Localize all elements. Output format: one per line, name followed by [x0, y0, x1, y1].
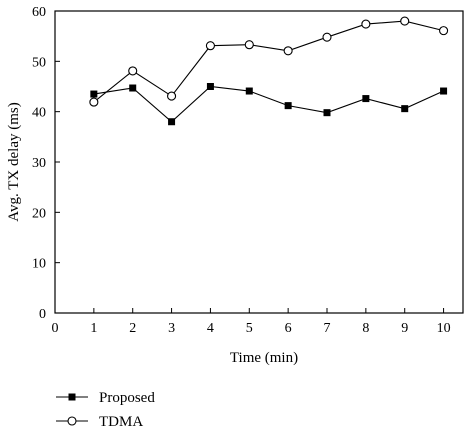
x-tick-label: 1 [90, 321, 97, 336]
data-point-tdma [439, 26, 449, 36]
y-tick-label: 60 [32, 5, 46, 20]
series-line-tdma [93, 20, 444, 103]
legend: Proposed TDMA [56, 390, 155, 430]
legend-marker [68, 393, 76, 401]
y-tick-label: 50 [32, 55, 46, 70]
y-tick-label: 20 [32, 206, 46, 221]
data-point-tdma [167, 91, 177, 101]
x-tick-label: 2 [129, 321, 136, 336]
data-point-proposed [245, 87, 253, 95]
x-tick-label: 4 [207, 321, 214, 336]
x-tick-label: 0 [52, 321, 59, 336]
data-point-proposed [284, 102, 292, 110]
series-tdma [89, 16, 449, 107]
data-point-proposed [323, 109, 331, 117]
y-tick-label: 30 [32, 156, 46, 171]
legend-item-tdma: TDMA [56, 414, 143, 430]
data-point-tdma [361, 19, 371, 29]
data-point-proposed [168, 118, 176, 126]
x-tick-label: 6 [285, 321, 292, 336]
data-point-proposed [129, 84, 137, 92]
data-point-tdma [283, 46, 293, 56]
data-point-tdma [205, 41, 215, 51]
legend-marker [67, 416, 77, 426]
x-tick-label: 7 [324, 321, 331, 336]
y-tick-label: 0 [39, 307, 46, 322]
y-tick-label: 40 [32, 106, 46, 121]
data-point-tdma [244, 40, 254, 50]
legend-item-proposed: Proposed [56, 390, 155, 406]
x-tick-label: 8 [362, 321, 369, 336]
series-proposed [90, 83, 448, 126]
data-point-proposed [90, 90, 98, 98]
legend-label: TDMA [99, 414, 143, 430]
x-tick-label: 5 [246, 321, 253, 336]
x-tick-label: 10 [437, 321, 451, 336]
legend-label: Proposed [99, 390, 155, 406]
data-point-tdma [400, 16, 410, 26]
data-point-tdma [322, 32, 332, 42]
plot-area-frame [54, 10, 464, 314]
x-tick-label: 3 [168, 321, 175, 336]
data-point-tdma [89, 97, 99, 107]
y-tick-label: 10 [32, 257, 46, 272]
x-tick-label: 9 [401, 321, 408, 336]
series-line-proposed [93, 85, 444, 123]
data-point-proposed [440, 87, 448, 95]
data-point-proposed [206, 83, 214, 90]
x-axis-label: Time (min) [230, 350, 298, 366]
data-point-proposed [362, 95, 370, 103]
data-point-proposed [401, 105, 409, 113]
y-axis-label: Avg. TX delay (ms) [6, 102, 22, 221]
data-point-tdma [128, 66, 138, 76]
